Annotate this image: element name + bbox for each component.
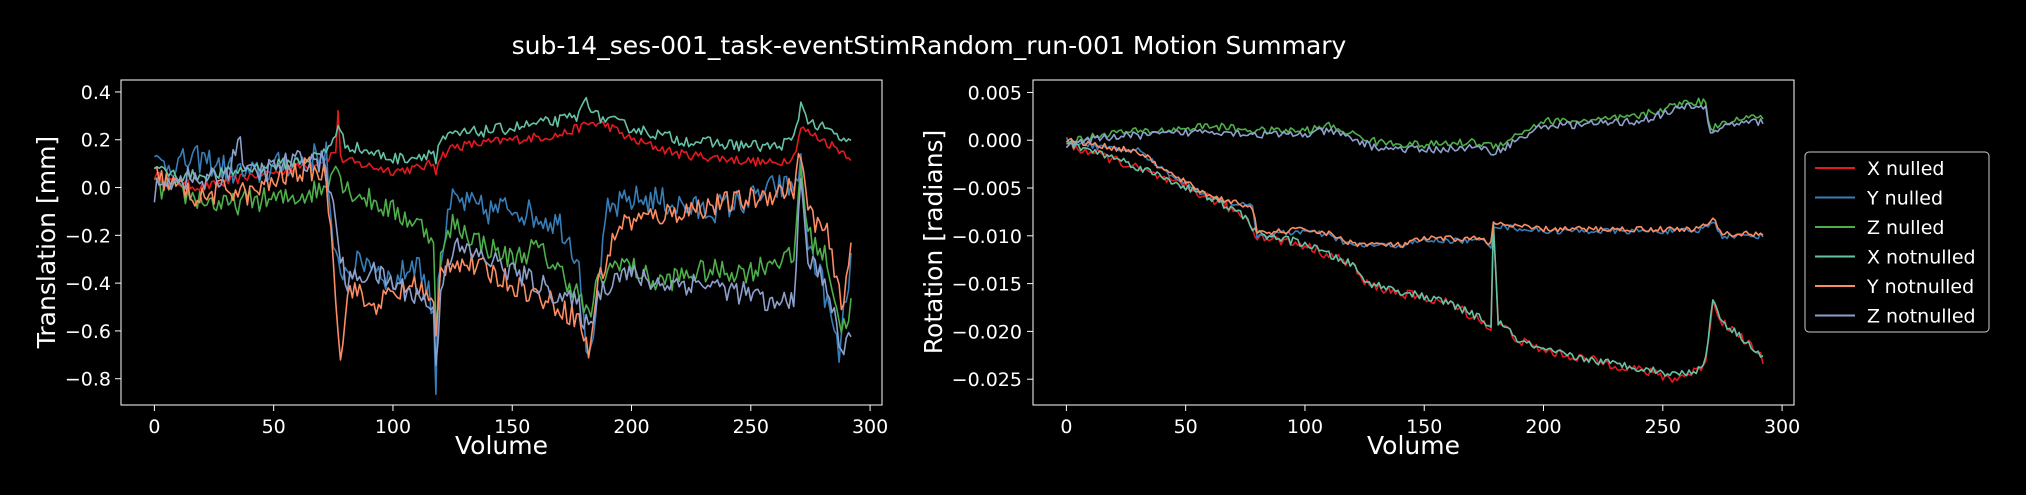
- rotation-line-z-notnulled: [1065, 102, 1764, 156]
- rotation-x-tick-label: 300: [1764, 416, 1800, 438]
- rotation-y-axis-label: Rotation [radians]: [919, 130, 948, 355]
- translation-y-tick-label: −0.6: [65, 321, 111, 343]
- translation-x-axis-label: Volume: [455, 431, 548, 460]
- rotation-x-tick-label: 150: [1406, 416, 1442, 438]
- translation-y-tick-label: 0.2: [81, 130, 111, 152]
- translation-y-tick-label: 0.0: [81, 178, 111, 200]
- translation-x-tick-label: 300: [852, 416, 888, 438]
- rotation-y-tick-label: −0.010: [952, 226, 1022, 248]
- translation-x-tick-label: 250: [733, 416, 769, 438]
- legend-entry-y-notnulled: Y notnulled: [1866, 276, 1974, 298]
- rotation-series-group: [1065, 97, 1764, 383]
- rotation-y-tick-label: −0.015: [952, 274, 1022, 296]
- rotation-line-z-nulled: [1066, 97, 1764, 150]
- translation-y-tick-label: −0.4: [65, 273, 111, 295]
- rotation-axes-frame: [1032, 79, 1795, 406]
- translation-line-z-notnulled: [153, 136, 852, 366]
- rotation-y-tick-label: −0.025: [952, 369, 1022, 391]
- rotation-x-tick-label: 100: [1287, 416, 1323, 438]
- translation-x-tick-label: 200: [613, 416, 649, 438]
- translation-x-tick-label: 50: [262, 416, 286, 438]
- translation-y-tick-label: 0.4: [81, 82, 111, 104]
- legend-entry-y-nulled: Y nulled: [1866, 188, 1943, 210]
- figure-title: sub-14_ses-001_task-eventStimRandom_run-…: [512, 31, 1347, 60]
- translation-axes-frame: [120, 79, 883, 406]
- rotation-x-axis-label: Volume: [1367, 431, 1460, 460]
- translation-x-tick-label: 150: [494, 416, 530, 438]
- rotation-line-y-notnulled: [1065, 137, 1764, 248]
- legend: X nulled Y nulled Z nulled X notnulled Y not…: [1804, 151, 1990, 333]
- legend-entry-x-notnulled: X notnulled: [1867, 247, 1976, 269]
- legend-entry-z-nulled: Z nulled: [1867, 217, 1944, 239]
- translation-panel: 0 50 100 150 200 250 300 0.4 0.2 0.0 −0.2 −0.4 −0.6 −…: [32, 79, 888, 460]
- translation-line-z-nulled: [153, 165, 852, 334]
- legend-entry-z-notnulled: Z notnulled: [1867, 306, 1976, 328]
- translation-line-x-notnulled: [153, 96, 852, 182]
- rotation-panel: 0 50 100 150 200 250 300 0.005 0.000 −0.005 −0.010…: [919, 79, 1800, 460]
- rotation-x-tick-label: 250: [1645, 416, 1681, 438]
- translation-y-axis-label: Translation [mm]: [32, 136, 61, 349]
- translation-y-tick-label: −0.2: [65, 225, 111, 247]
- rotation-x-tick-label: 0: [1060, 416, 1072, 438]
- translation-series-group: [153, 96, 852, 396]
- legend-entry-x-nulled: X nulled: [1867, 158, 1944, 180]
- translation-y-tick-label: −0.8: [65, 369, 111, 391]
- translation-x-tick-label: 0: [148, 416, 160, 438]
- rotation-line-x-notnulled: [1066, 140, 1764, 377]
- rotation-x-tick-label: 50: [1174, 416, 1198, 438]
- translation-x-tick-label: 100: [375, 416, 411, 438]
- rotation-y-tick-label: 0.000: [968, 130, 1022, 152]
- rotation-y-tick-label: 0.005: [968, 82, 1022, 104]
- rotation-x-tick-label: 200: [1525, 416, 1561, 438]
- rotation-y-tick-label: −0.020: [952, 321, 1022, 343]
- rotation-y-tick-label: −0.005: [952, 178, 1022, 200]
- translation-line-y-nulled: [154, 141, 852, 396]
- translation-line-y-notnulled: [154, 152, 852, 361]
